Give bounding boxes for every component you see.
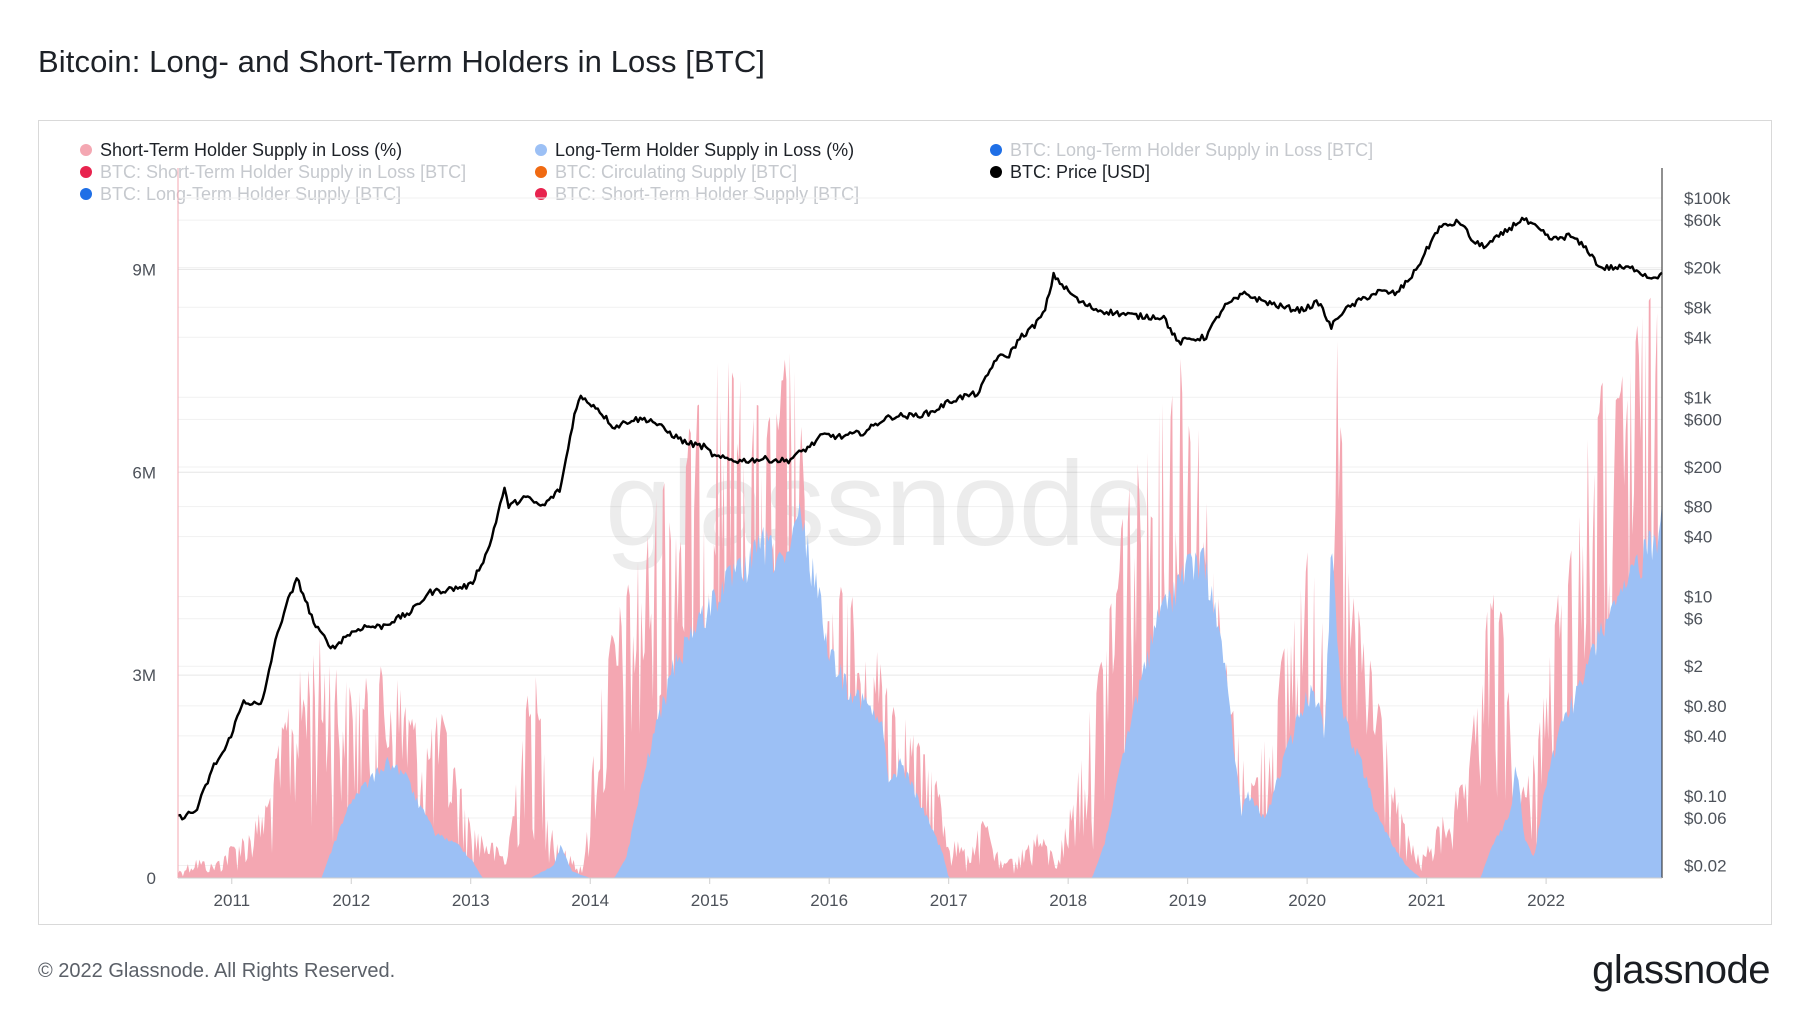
- legend-item-lth-supply[interactable]: BTC: Long-Term Holder Supply [BTC]: [80, 183, 401, 205]
- legend-label: BTC: Circulating Supply [BTC]: [555, 162, 798, 182]
- x-tick-label: 2016: [810, 891, 848, 910]
- x-tick-label: 2021: [1408, 891, 1446, 910]
- legend-label: BTC: Long-Term Holder Supply in Loss [BT…: [1010, 140, 1374, 160]
- legend-dot-icon: [80, 166, 92, 178]
- y-right-tick-label: $80: [1684, 498, 1712, 517]
- x-tick-label: 2013: [452, 891, 490, 910]
- glassnode-logo[interactable]: glassnode: [1592, 948, 1770, 992]
- y-right-tick-label: $6: [1684, 610, 1703, 629]
- series-areas: [178, 297, 1662, 879]
- series-price: [177, 216, 1663, 821]
- y-right-tick-label: $2: [1684, 657, 1703, 676]
- y-right-tick-label: $200: [1684, 458, 1722, 477]
- y-right-tick-label: $4k: [1684, 328, 1712, 347]
- legend-label: BTC: Short-Term Holder Supply in Loss [B…: [100, 162, 467, 182]
- chart-frame: [38, 120, 1772, 925]
- legend-item-lth-pct[interactable]: Long-Term Holder Supply in Loss (%): [535, 139, 854, 161]
- y-right-tick-label: $8k: [1684, 298, 1712, 317]
- legend-dot-icon: [80, 144, 92, 156]
- y-right-tick-label: $0.02: [1684, 857, 1727, 876]
- legend-item-lth-loss-btc[interactable]: BTC: Long-Term Holder Supply in Loss [BT…: [990, 139, 1373, 161]
- y-right-tick-label: $20k: [1684, 259, 1721, 278]
- legend-label: BTC: Short-Term Holder Supply [BTC]: [555, 184, 860, 204]
- y-right-tick-label: $60k: [1684, 211, 1721, 230]
- line-btc-price: [177, 216, 1663, 821]
- x-tick-label: 2018: [1049, 891, 1087, 910]
- axes: 0 3M 6M 9M $100k $60k $20k $8k $4k $1k $600 $200 $80…: [132, 168, 1731, 910]
- legend-dot-icon: [535, 144, 547, 156]
- y-right-tick-label: $1k: [1684, 388, 1712, 407]
- legend-item-sth-pct[interactable]: Short-Term Holder Supply in Loss (%): [80, 139, 402, 161]
- y-right-tick-label: $40: [1684, 528, 1712, 547]
- y-right-tick-label: $0.10: [1684, 787, 1727, 806]
- legend-item-price[interactable]: BTC: Price [USD]: [990, 161, 1150, 183]
- legend-dot-icon: [535, 166, 547, 178]
- y-left-tick-label: 9M: [132, 260, 156, 279]
- y-left-tick-label: 3M: [132, 666, 156, 685]
- y-right-tick-label: $0.06: [1684, 809, 1727, 828]
- area-sth-supply-in-loss: [178, 297, 1662, 879]
- legend-label: Short-Term Holder Supply in Loss (%): [100, 140, 403, 160]
- legend-label: Long-Term Holder Supply in Loss (%): [555, 140, 855, 160]
- legend-dot-icon: [80, 188, 92, 200]
- y-right-tick-label: $0.40: [1684, 727, 1727, 746]
- y-left-tick-label: 0: [147, 869, 156, 888]
- x-tick-label: 2011: [213, 891, 250, 910]
- x-tick-label: 2012: [332, 891, 370, 910]
- x-tick-label: 2017: [930, 891, 968, 910]
- x-tick-label: 2015: [691, 891, 729, 910]
- x-tick-label: 2022: [1527, 891, 1565, 910]
- y-right-tick-label: $600: [1684, 410, 1722, 429]
- y-right-tick-label: $10: [1684, 588, 1712, 607]
- x-tick-label: 2014: [571, 891, 609, 910]
- y-right-tick-label: $0.80: [1684, 697, 1727, 716]
- x-tick-label: 2019: [1169, 891, 1207, 910]
- x-tick-label: 2020: [1288, 891, 1326, 910]
- legend-dot-icon: [990, 144, 1002, 156]
- legend-dot-icon: [535, 188, 547, 200]
- y-left-tick-label: 6M: [132, 463, 156, 482]
- legend-item-sth-supply[interactable]: BTC: Short-Term Holder Supply [BTC]: [535, 183, 859, 205]
- legend-item-circulating-supply[interactable]: BTC: Circulating Supply [BTC]: [535, 161, 797, 183]
- area-lth-supply-in-loss: [178, 502, 1662, 878]
- legend-item-sth-loss-btc[interactable]: BTC: Short-Term Holder Supply in Loss [B…: [80, 161, 466, 183]
- legend-label: BTC: Long-Term Holder Supply [BTC]: [100, 184, 402, 204]
- legend-dot-icon: [990, 166, 1002, 178]
- copyright: © 2022 Glassnode. All Rights Reserved.: [38, 960, 396, 982]
- legend-label: BTC: Price [USD]: [1010, 162, 1151, 182]
- chart-title: Bitcoin: Long- and Short-Term Holders in…: [38, 44, 766, 79]
- y-right-tick-label: $100k: [1684, 189, 1731, 208]
